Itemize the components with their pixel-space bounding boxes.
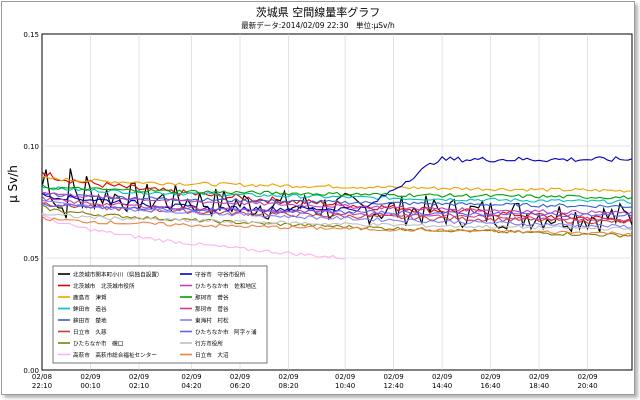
y-tick-label: 0.15 — [23, 31, 39, 39]
x-tick-time: 10:40 — [335, 382, 355, 390]
x-tick-day: 02/09 — [129, 373, 149, 381]
legend-label: 北茨城市 北茨城市役所 — [73, 282, 135, 290]
legend-label: 守谷市 守谷市役所 — [195, 271, 246, 279]
x-tick-day: 02/09 — [181, 373, 201, 381]
legend-label: 東海村 村松 — [195, 317, 229, 325]
x-tick-time: 00:10 — [80, 382, 100, 390]
x-tick-time: 14:40 — [432, 382, 452, 390]
x-tick-time: 20:40 — [577, 382, 597, 390]
series-line-15 — [41, 212, 633, 232]
x-tick-day: 02/08 — [32, 373, 52, 381]
legend-label: ひたちなか市 阿字ヶ浦 — [195, 328, 257, 336]
series-line-13 — [41, 199, 633, 229]
x-tick-time: 18:40 — [529, 382, 549, 390]
chart-frame: 茨城県 空間線量率グラフ 最新データ:2014/02/09 22:30 単位:μ… — [1, 1, 635, 395]
legend-label: 那珂市 菅谷 — [195, 294, 229, 302]
legend-label: 日立市 久慈 — [73, 328, 107, 336]
x-tick-day: 02/09 — [480, 373, 500, 381]
legend-label: 鉾田市 造谷 — [73, 305, 107, 313]
series-line-8 — [41, 213, 346, 260]
y-tick-label: 0.00 — [23, 367, 39, 375]
x-tick-time: 12:40 — [383, 382, 403, 390]
x-tick-day: 02/09 — [529, 373, 549, 381]
legend-label: 鉾田市 楚地 — [73, 317, 107, 325]
legend-box — [52, 265, 268, 364]
legend-label: ひたちなか市 磯口 — [73, 340, 123, 348]
x-tick-day: 02/09 — [335, 373, 355, 381]
legend-label: 那珂市 菅谷 — [195, 305, 229, 313]
y-tick-label: 0.10 — [23, 143, 39, 151]
line-chart: 茨城県 空間線量率グラフ 最新データ:2014/02/09 22:30 単位:μ… — [6, 5, 633, 390]
legend-label: 日立市 大沼 — [195, 351, 229, 359]
x-tick-time: 02:10 — [129, 382, 149, 390]
x-tick-day: 02/09 — [278, 373, 298, 381]
x-tick-day: 02/09 — [432, 373, 452, 381]
x-tick-time: 22:10 — [32, 382, 52, 390]
x-tick-time: 08:20 — [278, 382, 298, 390]
legend-label: 北茨城市関本町小川（県独自設置） — [73, 271, 163, 279]
x-tick-time: 06:20 — [230, 382, 250, 390]
x-tick-day: 02/09 — [80, 373, 100, 381]
series-line-14 — [41, 202, 633, 218]
chart-subtitle: 最新データ:2014/02/09 22:30 単位:μSv/h — [241, 20, 395, 30]
y-axis-label: μ Sv/h — [6, 165, 20, 203]
legend-label: 行方市役所 — [195, 340, 223, 348]
series-line-4 — [41, 186, 633, 205]
x-tick-day: 02/09 — [383, 373, 403, 381]
series-line-10 — [41, 191, 633, 215]
series-line-11 — [41, 184, 633, 200]
x-tick-day: 02/09 — [577, 373, 597, 381]
x-tick-day: 02/09 — [230, 373, 250, 381]
series-line-3 — [41, 175, 633, 193]
series-line-12 — [41, 195, 633, 222]
chart-title: 茨城県 空間線量率グラフ — [256, 5, 381, 19]
legend-label: 高萩市 高萩市総合福祉センター — [73, 351, 157, 359]
legend-label: 鹿島市 津賀 — [73, 294, 107, 302]
series-line-16 — [41, 215, 633, 236]
x-tick-time: 16:40 — [480, 382, 500, 390]
legend-label: ひたちなか市 佐和地区 — [195, 282, 257, 290]
series-line-7 — [41, 204, 633, 238]
y-tick-label: 0.05 — [23, 255, 39, 263]
x-tick-time: 04:20 — [181, 382, 201, 390]
